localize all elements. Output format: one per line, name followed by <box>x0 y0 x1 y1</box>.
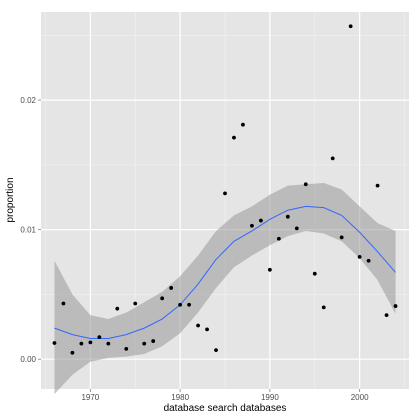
data-point <box>232 135 236 140</box>
data-point <box>160 296 165 301</box>
x-tick-label: 1990 <box>261 393 279 402</box>
data-point <box>312 271 317 276</box>
data-point <box>187 302 191 307</box>
data-point <box>223 191 227 196</box>
y-tick-label: 0.02 <box>20 96 36 105</box>
smooth-line-layer <box>54 205 396 339</box>
confidence-band-layer <box>54 183 396 395</box>
data-point <box>321 305 326 310</box>
data-point <box>106 341 111 346</box>
data-point <box>61 301 66 306</box>
y-axis-title: proportion <box>5 177 16 222</box>
data-point <box>205 327 209 332</box>
smooth-line <box>54 205 396 339</box>
data-point <box>348 24 353 29</box>
data-point <box>124 346 129 351</box>
x-tick-label: 1970 <box>81 393 99 402</box>
data-point <box>133 301 138 306</box>
data-point <box>214 348 218 353</box>
data-point <box>151 339 156 343</box>
x-axis-ticks: 1970 1980 1990 2000 <box>81 389 369 402</box>
data-point <box>169 286 174 290</box>
x-axis-title: database search databases <box>164 403 287 414</box>
data-point <box>285 214 290 219</box>
data-point <box>250 223 254 228</box>
y-tick-label: 0.00 <box>20 355 36 364</box>
data-point <box>196 323 200 328</box>
data-point <box>70 350 75 355</box>
data-point <box>259 218 263 223</box>
x-tick-label: 1980 <box>171 393 189 402</box>
data-point <box>88 340 93 345</box>
data-points <box>52 24 398 355</box>
data-point <box>267 267 272 272</box>
data-point <box>303 182 308 187</box>
data-point <box>357 254 362 259</box>
data-point <box>339 235 344 240</box>
data-point <box>375 183 380 188</box>
data-point <box>52 341 57 345</box>
data-point <box>294 226 299 231</box>
data-point <box>366 258 371 263</box>
data-point <box>115 306 120 311</box>
data-point <box>79 341 84 346</box>
y-tick-label: 0.01 <box>20 226 36 235</box>
data-point <box>330 156 335 161</box>
data-point <box>97 335 102 340</box>
y-axis-ticks: 0.00 0.01 0.02 <box>20 96 41 364</box>
confidence-band <box>54 183 396 395</box>
data-point <box>276 236 281 241</box>
data-point <box>142 341 147 346</box>
data-point <box>178 302 183 307</box>
x-tick-label: 2000 <box>351 393 369 402</box>
data-point <box>384 313 389 318</box>
data-point <box>393 304 398 308</box>
data-point <box>241 122 245 127</box>
